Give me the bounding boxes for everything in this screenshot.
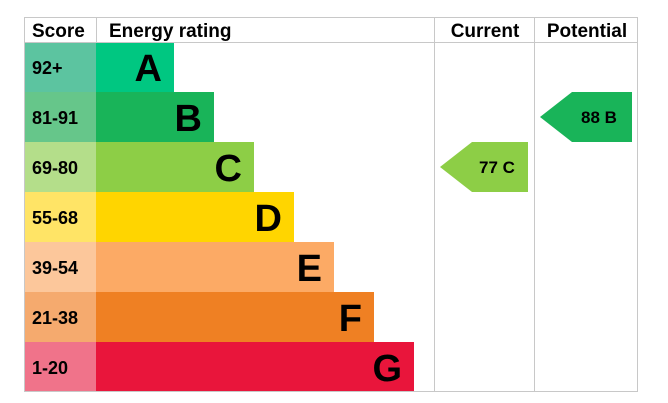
band-bar-d (96, 192, 294, 242)
band-bar-g (96, 342, 414, 392)
score-cell-e (24, 242, 96, 292)
header-energy-rating: Energy rating (109, 21, 231, 42)
header-potential: Potential (547, 21, 627, 42)
table-border (24, 17, 638, 392)
band-score-label: 39-54 (32, 258, 78, 278)
band-bar-f (96, 292, 374, 342)
rating-arrows: 77 C 88 B (440, 92, 632, 192)
table-grid (24, 17, 638, 392)
band-letter-label: D (255, 198, 282, 240)
header-score: Score (32, 21, 85, 42)
band-score-label: 92+ (32, 58, 63, 78)
band-bar-c (96, 142, 254, 192)
score-cell-b (24, 92, 96, 142)
potential-rating-label: 88 B (581, 108, 617, 127)
header-current: Current (451, 21, 520, 42)
band-score-label: 55-68 (32, 208, 78, 228)
band-letter-label: A (135, 48, 162, 90)
band-bar-b (96, 92, 214, 142)
band-score-label: 1-20 (32, 358, 68, 378)
band-letter-label: G (372, 348, 402, 390)
band-letter-label: B (175, 98, 202, 140)
band-score-label: 21-38 (32, 308, 78, 328)
band-letter-label: E (297, 248, 322, 290)
score-cell-g (24, 342, 96, 392)
band-bar-a (96, 42, 174, 92)
band-letter-label: C (215, 148, 242, 190)
current-rating-label: 77 C (479, 158, 515, 177)
band-letter-label: F (339, 298, 362, 340)
current-arrow (440, 142, 528, 192)
score-cell-f (24, 292, 96, 342)
potential-arrow (540, 92, 632, 142)
band-bar-e (96, 242, 334, 292)
band-score-label: 69-80 (32, 158, 78, 178)
score-cell-d (24, 192, 96, 242)
band-score-label: 81-91 (32, 108, 78, 128)
rating-bands: 92+ A 81-91 B 69-80 C 55-68 D 39-54 E 21-38 F 1-20 G (24, 42, 414, 392)
score-cell-c (24, 142, 96, 192)
score-cell-a (24, 42, 96, 92)
